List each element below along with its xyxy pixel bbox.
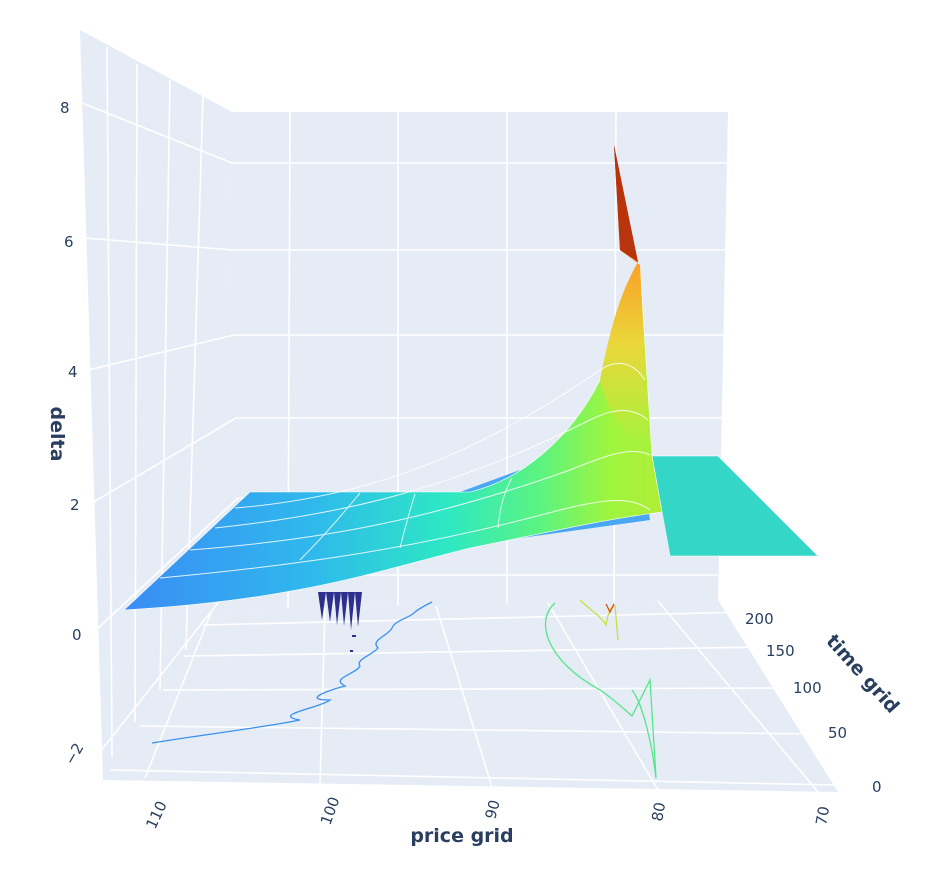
y-axis-title: time grid <box>822 630 904 718</box>
y-tick-label: 50 <box>828 724 847 742</box>
y-tick-label: 200 <box>745 610 774 628</box>
z-tick-label: 0 <box>72 626 82 644</box>
delta-surface[interactable] <box>123 145 819 611</box>
z-axis-title: delta <box>46 407 68 462</box>
z-tick-label: 6 <box>64 233 74 251</box>
z-tick-label: 2 <box>70 496 80 514</box>
contour-peak <box>605 603 615 614</box>
surface-right-plateau <box>651 455 819 557</box>
surface-peak-spike <box>600 145 650 455</box>
y-axis-ticks: 0 50 100 150 200 <box>745 610 882 796</box>
x-tick-label: 110 <box>142 798 170 832</box>
z-tick-label: −2 <box>61 740 88 768</box>
contour-low-delta <box>151 601 433 744</box>
x-tick-label: 80 <box>648 801 669 823</box>
contour-mid-delta <box>544 602 657 779</box>
floor-contours <box>151 599 657 779</box>
y-tick-label: 150 <box>766 642 795 660</box>
x-tick-label: 70 <box>812 805 833 827</box>
negative-spikes <box>318 592 362 652</box>
y-tick-label: 0 <box>872 778 882 796</box>
floor <box>103 600 838 792</box>
x-axis-title: price grid <box>410 825 513 847</box>
z-tick-label: 8 <box>60 99 70 117</box>
y-tick-label: 100 <box>793 679 822 697</box>
z-tick-label: 4 <box>68 363 78 381</box>
x-tick-label: 100 <box>317 794 344 827</box>
x-tick-label: 90 <box>481 798 503 821</box>
surface-main-sheet <box>123 264 663 611</box>
scene-background <box>80 30 838 793</box>
